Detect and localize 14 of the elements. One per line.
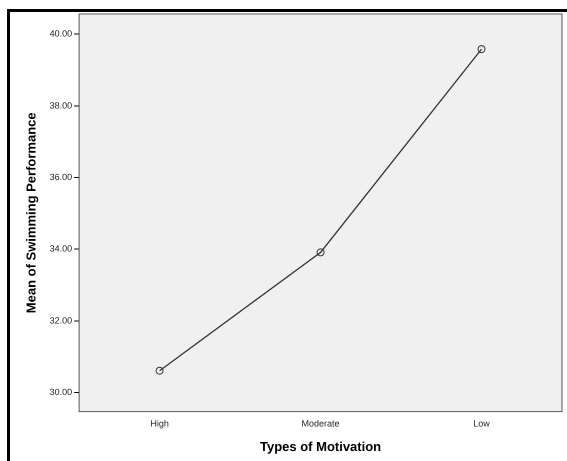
y-axis-title: Mean of Swimming Performance: [23, 112, 38, 314]
x-axis-title: Types of Motivation: [260, 438, 382, 454]
y-tick-label: 30.00: [50, 387, 72, 398]
y-tick-label: 40.00: [50, 28, 72, 39]
x-tick-label: High: [150, 418, 169, 428]
point: [478, 45, 486, 54]
point: [156, 366, 164, 375]
y-tick-label: 38.00: [50, 100, 72, 110]
x-tick-label: Moderate: [302, 418, 340, 428]
point: [316, 248, 325, 256]
y-tick-label: 34.00: [50, 244, 72, 254]
y-tick-label: 32.00: [50, 315, 72, 326]
y-tick-label: 36.00: [50, 172, 72, 182]
x-tick-label: Low: [473, 418, 490, 428]
